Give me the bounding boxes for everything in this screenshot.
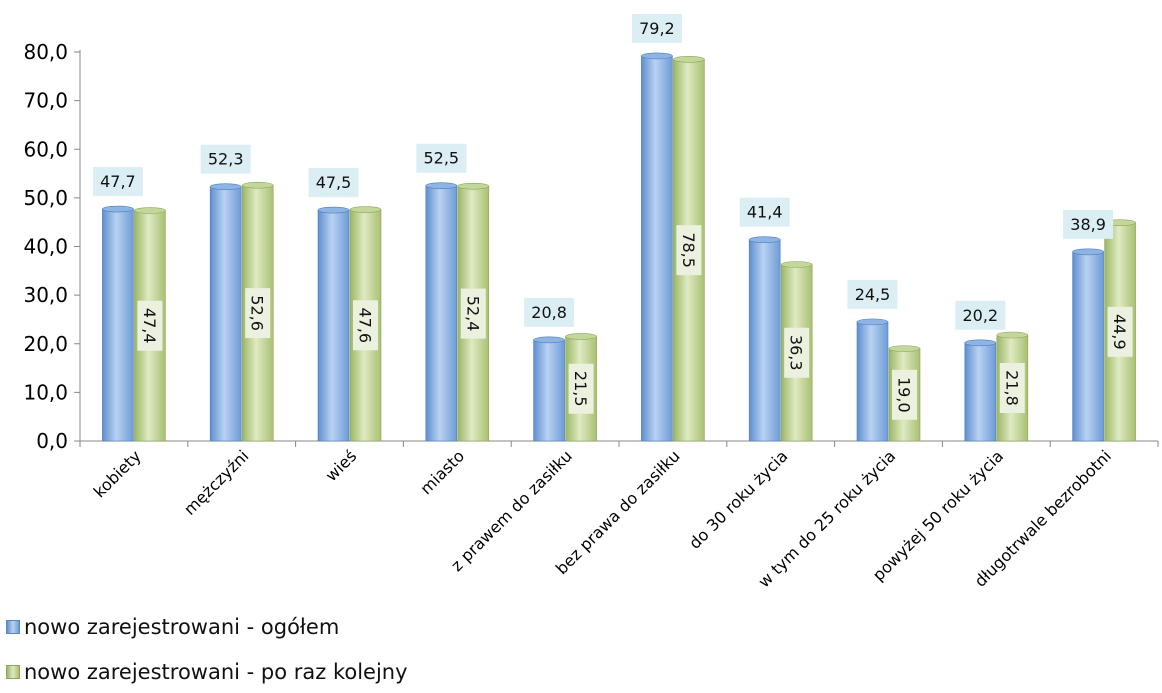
bar-cap — [641, 52, 673, 60]
y-tick-label: 30,0 — [23, 283, 68, 307]
bar-cap — [241, 181, 274, 189]
data-label-box — [524, 297, 575, 327]
data-label-box — [892, 369, 917, 420]
data-label-box — [460, 288, 486, 339]
data-label: 47,4 — [140, 308, 159, 344]
data-label-box — [631, 13, 682, 43]
bar-cap — [457, 182, 490, 190]
data-label-box — [92, 167, 143, 197]
bar-cap — [888, 345, 921, 352]
data-label: 47,7 — [100, 172, 136, 191]
bar-ogolem — [964, 342, 997, 442]
data-label-box — [353, 300, 378, 351]
data-label-box — [739, 197, 790, 227]
data-label: 41,4 — [747, 203, 783, 222]
category-label: kobiety — [90, 446, 145, 501]
bar-ogolem — [102, 208, 134, 442]
bar-ogolem — [317, 209, 350, 442]
bar-cap — [748, 236, 781, 243]
y-tick-label: 70,0 — [23, 89, 68, 113]
y-tick-label: 50,0 — [23, 186, 68, 210]
y-tick-label: 80,0 — [23, 40, 68, 64]
bar-ogolem — [748, 239, 781, 442]
bar-cap — [996, 331, 1029, 339]
bar-cap — [209, 183, 242, 190]
bar-ogolem — [533, 339, 565, 442]
y-tick-label: 10,0 — [23, 380, 68, 404]
data-label: 78,5 — [679, 232, 698, 268]
bar-cap — [533, 336, 565, 344]
data-label-box — [676, 225, 702, 276]
y-tick-label: 40,0 — [23, 235, 68, 259]
bar-cap — [565, 333, 597, 340]
bar-cap — [964, 339, 997, 347]
bar-cap — [134, 207, 166, 214]
bar-ogolem — [425, 185, 458, 442]
legend-swatch-green — [6, 665, 20, 679]
data-label: 52,3 — [208, 150, 244, 169]
category-label: miasto — [416, 446, 468, 498]
bar-cap — [856, 318, 889, 326]
data-label: 24,5 — [855, 285, 891, 304]
bar-cap — [102, 205, 134, 213]
data-label: 21,5 — [571, 371, 590, 407]
bar-ogolem — [1072, 251, 1104, 442]
y-tick-label: 60,0 — [23, 137, 68, 161]
category-label: mężczyźni — [180, 446, 252, 518]
data-label-box — [955, 300, 1006, 330]
category-label: do 30 roku życia — [685, 446, 791, 552]
data-label-box — [784, 327, 810, 378]
data-label: 44,9 — [1110, 314, 1129, 350]
legend-label: nowo zarejestrowani - po raz kolejny — [24, 660, 408, 684]
data-label: 47,6 — [356, 307, 375, 343]
data-label-box — [847, 279, 898, 309]
category-label: z prawem do zasiłku — [447, 446, 576, 575]
data-labels: 47,7 47,4 52,3 52,6 47,5 47,6 52,5 52,4 20,8 21,5… — [92, 13, 1133, 420]
data-label: 47,5 — [316, 173, 352, 192]
data-label: 20,8 — [531, 303, 567, 322]
bar-cap — [673, 55, 705, 63]
bar-cap — [349, 206, 382, 213]
data-label-box — [416, 143, 467, 173]
bar-ogolem — [856, 321, 889, 442]
data-label: 20,2 — [962, 306, 998, 325]
category-label: wieś — [322, 446, 361, 485]
legend-label: nowo zarejestrowani - ogółem — [24, 615, 340, 639]
legend-swatch-blue — [6, 620, 20, 634]
data-label-box — [568, 363, 594, 414]
data-label: 19,0 — [895, 377, 914, 413]
data-label: 36,3 — [787, 335, 806, 371]
legend-item-ogolem: nowo zarejestrowani - ogółem — [6, 615, 339, 639]
data-label-box — [308, 168, 359, 198]
data-label-box — [999, 362, 1025, 413]
bar-cap — [780, 261, 813, 268]
bar-cap — [317, 206, 350, 214]
legend-item-po-raz-kolejny: nowo zarejestrowani - po raz kolejny — [6, 660, 408, 684]
data-label-box — [200, 144, 251, 174]
bar-cap — [1072, 248, 1104, 256]
bars — [102, 52, 1136, 442]
data-label: 52,6 — [248, 295, 267, 331]
data-label-box — [137, 300, 163, 351]
bar-ogolem — [209, 186, 242, 442]
data-label: 79,2 — [639, 19, 675, 38]
data-label: 52,4 — [463, 296, 482, 332]
y-tick-label: 20,0 — [23, 332, 68, 356]
bar-cap — [425, 182, 458, 190]
data-label: 52,5 — [423, 149, 459, 168]
data-label-box — [1063, 209, 1114, 239]
data-label-box — [245, 288, 271, 339]
data-label: 21,8 — [1002, 370, 1021, 406]
bar-ogolem — [641, 55, 673, 442]
category-label: bez prawa do zasiłku — [552, 446, 684, 578]
y-tick-label: 0,0 — [36, 429, 68, 453]
data-label: 38,9 — [1070, 215, 1106, 234]
data-label-box — [1107, 306, 1133, 357]
